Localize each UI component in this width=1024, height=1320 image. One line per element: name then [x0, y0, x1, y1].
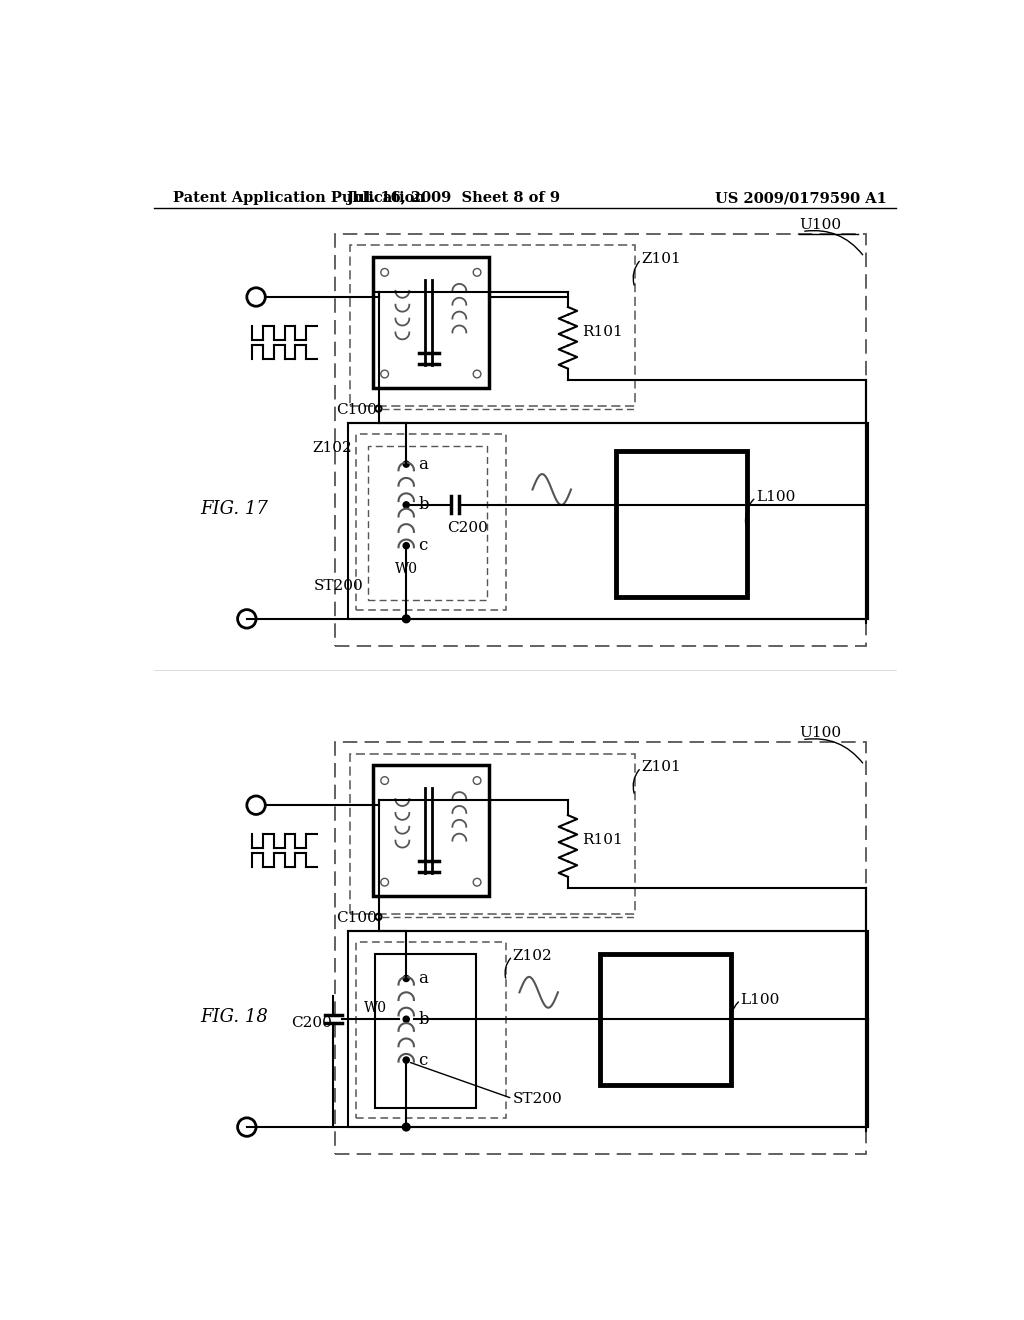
Text: L100: L100 [756, 490, 796, 504]
Bar [376, 954, 475, 1107]
Circle shape [403, 461, 410, 467]
Text: L100: L100 [740, 993, 779, 1007]
Bar [368, 446, 487, 599]
Circle shape [403, 543, 410, 549]
Text: U100: U100 [799, 218, 841, 231]
Bar [600, 954, 731, 1085]
Bar [335, 742, 866, 1154]
Text: U100: U100 [799, 726, 841, 739]
Text: R101: R101 [582, 833, 623, 847]
Text: a: a [419, 455, 428, 473]
Text: C100: C100 [336, 911, 377, 925]
Bar [350, 754, 635, 913]
Circle shape [403, 1016, 410, 1022]
Circle shape [402, 615, 410, 623]
Circle shape [402, 1123, 410, 1131]
Text: Jul. 16, 2009  Sheet 8 of 9: Jul. 16, 2009 Sheet 8 of 9 [347, 191, 560, 206]
Text: ST200: ST200 [314, 578, 364, 593]
Text: Z101: Z101 [641, 760, 681, 775]
Bar [350, 246, 635, 405]
Text: C200: C200 [291, 1016, 332, 1030]
Text: C200: C200 [447, 521, 488, 535]
Circle shape [403, 975, 410, 982]
Circle shape [403, 502, 410, 508]
Text: Z101: Z101 [641, 252, 681, 267]
Text: c: c [419, 1052, 428, 1069]
Text: Patent Application Publication: Patent Application Publication [173, 191, 425, 206]
Text: b: b [419, 1011, 429, 1028]
Text: ST200: ST200 [512, 1092, 562, 1106]
Text: C100: C100 [336, 403, 377, 417]
Circle shape [403, 1057, 410, 1063]
Text: FIG. 17: FIG. 17 [200, 500, 267, 517]
Bar [373, 766, 488, 896]
Text: b: b [419, 496, 429, 513]
Text: R101: R101 [582, 325, 623, 339]
Text: FIG. 18: FIG. 18 [200, 1008, 267, 1026]
Bar [356, 434, 506, 610]
Bar [348, 422, 868, 619]
Bar [348, 931, 868, 1127]
Bar [356, 942, 506, 1118]
Bar [615, 451, 746, 598]
Text: Z102: Z102 [312, 441, 352, 455]
Text: W0: W0 [394, 562, 418, 576]
Text: Z102: Z102 [512, 949, 552, 964]
Text: a: a [419, 970, 428, 987]
Bar [373, 257, 488, 388]
Text: c: c [419, 537, 428, 554]
Text: US 2009/0179590 A1: US 2009/0179590 A1 [715, 191, 887, 206]
Bar [335, 234, 866, 645]
Text: W0: W0 [364, 1001, 387, 1015]
